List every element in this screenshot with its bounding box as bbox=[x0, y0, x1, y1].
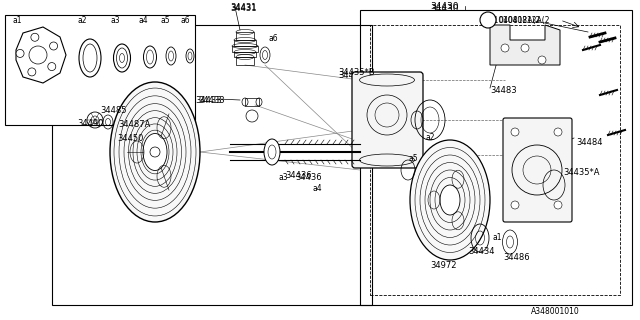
Circle shape bbox=[554, 201, 562, 209]
FancyBboxPatch shape bbox=[503, 118, 572, 222]
Bar bbox=[360, 10, 632, 305]
Text: ⑂1040812A(2: ⑂1040812A(2 bbox=[490, 15, 541, 25]
Ellipse shape bbox=[110, 82, 200, 222]
Circle shape bbox=[28, 68, 36, 76]
Text: 34430: 34430 bbox=[430, 4, 458, 12]
Bar bbox=[236, 32, 254, 40]
Text: 34434: 34434 bbox=[468, 247, 495, 257]
Text: 34483: 34483 bbox=[490, 85, 516, 94]
Bar bbox=[234, 40, 256, 46]
Text: 34486: 34486 bbox=[503, 253, 530, 262]
Bar bbox=[370, 25, 620, 295]
Text: a5: a5 bbox=[160, 15, 170, 25]
Text: a6: a6 bbox=[180, 15, 189, 25]
Text: a6: a6 bbox=[268, 34, 278, 43]
FancyBboxPatch shape bbox=[352, 72, 423, 168]
Bar bbox=[52, 25, 372, 305]
Text: 34450: 34450 bbox=[117, 133, 143, 142]
Circle shape bbox=[16, 49, 24, 57]
Text: 34435*B: 34435*B bbox=[338, 70, 374, 79]
Text: 34435*A: 34435*A bbox=[563, 167, 600, 177]
Text: 34484: 34484 bbox=[576, 138, 602, 147]
Bar bbox=[234, 52, 256, 57]
Circle shape bbox=[521, 44, 529, 52]
Bar bbox=[236, 57, 254, 65]
Text: 34490: 34490 bbox=[77, 118, 103, 127]
Text: 34485: 34485 bbox=[100, 106, 127, 115]
Text: a2: a2 bbox=[425, 132, 435, 141]
Text: a3: a3 bbox=[110, 15, 120, 25]
Text: a1: a1 bbox=[12, 15, 22, 25]
Text: 34435*B: 34435*B bbox=[338, 68, 374, 76]
Bar bbox=[245, 98, 259, 106]
Circle shape bbox=[554, 128, 562, 136]
Text: B: B bbox=[485, 15, 491, 25]
Ellipse shape bbox=[410, 140, 490, 260]
Text: a4: a4 bbox=[138, 15, 148, 25]
Text: 01040812A(2: 01040812A(2 bbox=[498, 15, 550, 25]
Text: a1: a1 bbox=[492, 234, 502, 243]
Circle shape bbox=[511, 201, 519, 209]
Bar bbox=[232, 46, 258, 52]
Text: a2: a2 bbox=[77, 15, 86, 25]
Text: 34431: 34431 bbox=[230, 3, 257, 12]
Text: 34433: 34433 bbox=[198, 95, 225, 105]
Bar bbox=[5, 15, 195, 125]
Text: A348001010: A348001010 bbox=[531, 308, 580, 316]
Circle shape bbox=[511, 128, 519, 136]
Circle shape bbox=[501, 44, 509, 52]
Text: a4: a4 bbox=[312, 183, 322, 193]
Circle shape bbox=[538, 56, 546, 64]
Circle shape bbox=[49, 42, 58, 50]
Text: a5: a5 bbox=[408, 154, 418, 163]
Text: 34431: 34431 bbox=[230, 4, 257, 12]
Text: 34972: 34972 bbox=[430, 260, 456, 269]
Text: 34433: 34433 bbox=[195, 95, 221, 105]
Text: 34436: 34436 bbox=[285, 171, 312, 180]
Text: 34430: 34430 bbox=[430, 2, 458, 11]
Polygon shape bbox=[490, 25, 560, 65]
Text: a3: a3 bbox=[278, 172, 287, 181]
Circle shape bbox=[31, 33, 39, 41]
Circle shape bbox=[480, 12, 496, 28]
Text: 34436: 34436 bbox=[295, 172, 322, 181]
Ellipse shape bbox=[264, 139, 280, 165]
Circle shape bbox=[48, 63, 56, 71]
Ellipse shape bbox=[440, 185, 460, 215]
Ellipse shape bbox=[143, 133, 167, 171]
Text: 34487A: 34487A bbox=[118, 119, 150, 129]
